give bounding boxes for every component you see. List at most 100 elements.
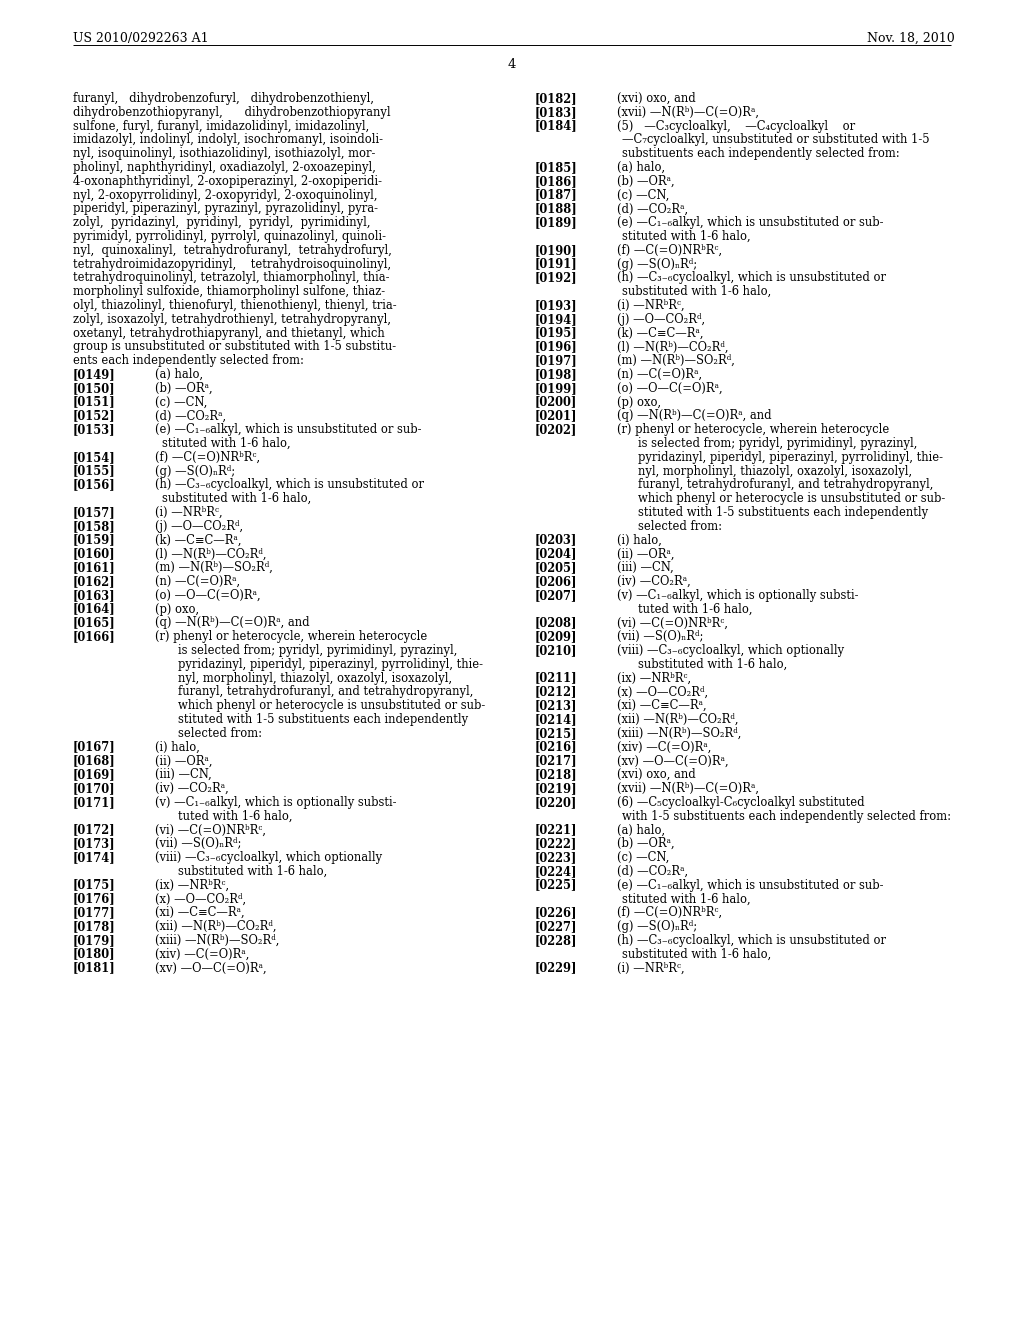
Text: (q) —N(Rᵇ)—C(=O)Rᵃ, and: (q) —N(Rᵇ)—C(=O)Rᵃ, and — [155, 616, 309, 630]
Text: [0199]: [0199] — [535, 381, 578, 395]
Text: (i) —NRᵇRᶜ,: (i) —NRᵇRᶜ, — [617, 961, 685, 974]
Text: zolyl, isoxazolyl, tetrahydrothienyl, tetrahydropyranyl,: zolyl, isoxazolyl, tetrahydrothienyl, te… — [73, 313, 391, 326]
Text: stituted with 1-6 halo,: stituted with 1-6 halo, — [622, 892, 751, 906]
Text: (d) —CO₂Rᵃ,: (d) —CO₂Rᵃ, — [155, 409, 226, 422]
Text: [0184]: [0184] — [535, 120, 578, 132]
Text: (xvi) oxo, and: (xvi) oxo, and — [617, 768, 695, 781]
Text: (f) —C(=O)NRᵇRᶜ,: (f) —C(=O)NRᵇRᶜ, — [617, 244, 722, 257]
Text: [0154]: [0154] — [73, 451, 116, 463]
Text: [0181]: [0181] — [73, 961, 116, 974]
Text: tuted with 1-6 halo,: tuted with 1-6 halo, — [638, 603, 753, 615]
Text: [0169]: [0169] — [73, 768, 116, 781]
Text: (xvii) —N(Rᵇ)—C(=O)Rᵃ,: (xvii) —N(Rᵇ)—C(=O)Rᵃ, — [617, 781, 759, 795]
Text: ents each independently selected from:: ents each independently selected from: — [73, 354, 304, 367]
Text: (c) —CN,: (c) —CN, — [617, 189, 670, 202]
Text: (xii) —N(Rᵇ)—CO₂Rᵈ,: (xii) —N(Rᵇ)—CO₂Rᵈ, — [617, 713, 738, 726]
Text: (g) —S(O)ₙRᵈ;: (g) —S(O)ₙRᵈ; — [617, 257, 697, 271]
Text: [0195]: [0195] — [535, 326, 578, 339]
Text: (i) halo,: (i) halo, — [155, 741, 200, 754]
Text: [0188]: [0188] — [535, 202, 578, 215]
Text: [0173]: [0173] — [73, 837, 116, 850]
Text: tetrahydroquinolinyl, tetrazolyl, thiamorpholinyl, thia-: tetrahydroquinolinyl, tetrazolyl, thiamo… — [73, 272, 389, 284]
Text: (x) —O—CO₂Rᵈ,: (x) —O—CO₂Rᵈ, — [617, 685, 709, 698]
Text: (xi) —C≡C—Rᵃ,: (xi) —C≡C—Rᵃ, — [617, 700, 707, 713]
Text: [0168]: [0168] — [73, 755, 116, 767]
Text: [0156]: [0156] — [73, 478, 116, 491]
Text: 4-oxonaphthyridinyl, 2-oxopiperazinyl, 2-oxopiperidi-: 4-oxonaphthyridinyl, 2-oxopiperazinyl, 2… — [73, 174, 382, 187]
Text: tetrahydroimidazopyridinyl,    tetrahydroisoquinolinyl,: tetrahydroimidazopyridinyl, tetrahydrois… — [73, 257, 391, 271]
Text: stituted with 1-6 halo,: stituted with 1-6 halo, — [162, 437, 291, 450]
Text: (v) —C₁₋₆alkyl, which is optionally substi-: (v) —C₁₋₆alkyl, which is optionally subs… — [617, 589, 858, 602]
Text: (f) —C(=O)NRᵇRᶜ,: (f) —C(=O)NRᵇRᶜ, — [155, 451, 260, 463]
Text: is selected from; pyridyl, pyrimidinyl, pyrazinyl,: is selected from; pyridyl, pyrimidinyl, … — [638, 437, 918, 450]
Text: (viii) —C₃₋₆cycloalkyl, which optionally: (viii) —C₃₋₆cycloalkyl, which optionally — [155, 851, 382, 865]
Text: nyl,  quinoxalinyl,  tetrahydrofuranyl,  tetrahydrofuryl,: nyl, quinoxalinyl, tetrahydrofuranyl, te… — [73, 244, 392, 257]
Text: (o) —O—C(=O)Rᵃ,: (o) —O—C(=O)Rᵃ, — [617, 381, 723, 395]
Text: [0192]: [0192] — [535, 272, 578, 284]
Text: [0175]: [0175] — [73, 879, 116, 891]
Text: furanyl,   dihydrobenzofuryl,   dihydrobenzothienyl,: furanyl, dihydrobenzofuryl, dihydrobenzo… — [73, 92, 374, 106]
Text: stituted with 1-5 substituents each independently: stituted with 1-5 substituents each inde… — [178, 713, 468, 726]
Text: [0157]: [0157] — [73, 506, 116, 519]
Text: [0197]: [0197] — [535, 354, 578, 367]
Text: (h) —C₃₋₆cycloalkyl, which is unsubstituted or: (h) —C₃₋₆cycloalkyl, which is unsubstitu… — [617, 272, 886, 284]
Text: [0182]: [0182] — [535, 92, 578, 106]
Text: stituted with 1-5 substituents each independently: stituted with 1-5 substituents each inde… — [638, 506, 928, 519]
Text: [0151]: [0151] — [73, 396, 116, 409]
Text: piperidyl, piperazinyl, pyrazinyl, pyrazolidinyl, pyra-: piperidyl, piperazinyl, pyrazinyl, pyraz… — [73, 202, 378, 215]
Text: (5)   —C₃cycloalkyl,    —C₄cycloalkyl    or: (5) —C₃cycloalkyl, —C₄cycloalkyl or — [617, 120, 855, 132]
Text: (f) —C(=O)NRᵇRᶜ,: (f) —C(=O)NRᵇRᶜ, — [617, 907, 722, 919]
Text: [0180]: [0180] — [73, 948, 116, 961]
Text: [0217]: [0217] — [535, 755, 578, 767]
Text: [0200]: [0200] — [535, 396, 578, 409]
Text: (x) —O—CO₂Rᵈ,: (x) —O—CO₂Rᵈ, — [155, 892, 246, 906]
Text: furanyl, tetrahydrofuranyl, and tetrahydropyranyl,: furanyl, tetrahydrofuranyl, and tetrahyd… — [638, 478, 933, 491]
Text: [0165]: [0165] — [73, 616, 116, 630]
Text: (v) —C₁₋₆alkyl, which is optionally substi-: (v) —C₁₋₆alkyl, which is optionally subs… — [155, 796, 396, 809]
Text: [0153]: [0153] — [73, 424, 116, 436]
Text: (xv) —O—C(=O)Rᵃ,: (xv) —O—C(=O)Rᵃ, — [155, 961, 266, 974]
Text: (vii) —S(O)ₙRᵈ;: (vii) —S(O)ₙRᵈ; — [617, 630, 703, 643]
Text: [0218]: [0218] — [535, 768, 578, 781]
Text: [0186]: [0186] — [535, 174, 578, 187]
Text: [0228]: [0228] — [535, 933, 578, 946]
Text: (6) —C₅cycloalkyl-C₆cycloalkyl substituted: (6) —C₅cycloalkyl-C₆cycloalkyl substitut… — [617, 796, 864, 809]
Text: pholinyl, naphthyridinyl, oxadiazolyl, 2-oxoazepinyl,: pholinyl, naphthyridinyl, oxadiazolyl, 2… — [73, 161, 376, 174]
Text: (m) —N(Rᵇ)—SO₂Rᵈ,: (m) —N(Rᵇ)—SO₂Rᵈ, — [155, 561, 272, 574]
Text: [0220]: [0220] — [535, 796, 578, 809]
Text: which phenyl or heterocycle is unsubstituted or sub-: which phenyl or heterocycle is unsubstit… — [638, 492, 945, 506]
Text: substituents each independently selected from:: substituents each independently selected… — [622, 148, 900, 160]
Text: (xii) —N(Rᵇ)—CO₂Rᵈ,: (xii) —N(Rᵇ)—CO₂Rᵈ, — [155, 920, 276, 933]
Text: (c) —CN,: (c) —CN, — [155, 396, 208, 409]
Text: (l) —N(Rᵇ)—CO₂Rᵈ,: (l) —N(Rᵇ)—CO₂Rᵈ, — [155, 548, 266, 561]
Text: [0227]: [0227] — [535, 920, 578, 933]
Text: (g) —S(O)ₙRᵈ;: (g) —S(O)ₙRᵈ; — [617, 920, 697, 933]
Text: [0216]: [0216] — [535, 741, 578, 754]
Text: (h) —C₃₋₆cycloalkyl, which is unsubstituted or: (h) —C₃₋₆cycloalkyl, which is unsubstitu… — [155, 478, 424, 491]
Text: (e) —C₁₋₆alkyl, which is unsubstituted or sub-: (e) —C₁₋₆alkyl, which is unsubstituted o… — [617, 879, 884, 891]
Text: [0226]: [0226] — [535, 907, 578, 919]
Text: (a) halo,: (a) halo, — [617, 161, 666, 174]
Text: [0193]: [0193] — [535, 300, 578, 312]
Text: [0177]: [0177] — [73, 907, 116, 919]
Text: nyl, 2-oxopyrrolidinyl, 2-oxopyridyl, 2-oxoquinolinyl,: nyl, 2-oxopyrrolidinyl, 2-oxopyridyl, 2-… — [73, 189, 378, 202]
Text: [0194]: [0194] — [535, 313, 578, 326]
Text: [0150]: [0150] — [73, 381, 116, 395]
Text: substituted with 1-6 halo,: substituted with 1-6 halo, — [622, 285, 771, 298]
Text: (vi) —C(=O)NRᵇRᶜ,: (vi) —C(=O)NRᵇRᶜ, — [617, 616, 728, 630]
Text: [0214]: [0214] — [535, 713, 578, 726]
Text: (j) —O—CO₂Rᵈ,: (j) —O—CO₂Rᵈ, — [155, 520, 243, 533]
Text: [0211]: [0211] — [535, 672, 578, 685]
Text: [0162]: [0162] — [73, 576, 116, 587]
Text: [0160]: [0160] — [73, 548, 116, 561]
Text: pyrimidyl, pyrrolidinyl, pyrrolyl, quinazolinyl, quinoli-: pyrimidyl, pyrrolidinyl, pyrrolyl, quina… — [73, 230, 386, 243]
Text: [0171]: [0171] — [73, 796, 116, 809]
Text: [0163]: [0163] — [73, 589, 116, 602]
Text: [0174]: [0174] — [73, 851, 116, 865]
Text: (xvi) oxo, and: (xvi) oxo, and — [617, 92, 695, 106]
Text: (h) —C₃₋₆cycloalkyl, which is unsubstituted or: (h) —C₃₋₆cycloalkyl, which is unsubstitu… — [617, 933, 886, 946]
Text: (ix) —NRᵇRᶜ,: (ix) —NRᵇRᶜ, — [617, 672, 691, 685]
Text: [0185]: [0185] — [535, 161, 578, 174]
Text: (n) —C(=O)Rᵃ,: (n) —C(=O)Rᵃ, — [155, 576, 240, 587]
Text: [0208]: [0208] — [535, 616, 578, 630]
